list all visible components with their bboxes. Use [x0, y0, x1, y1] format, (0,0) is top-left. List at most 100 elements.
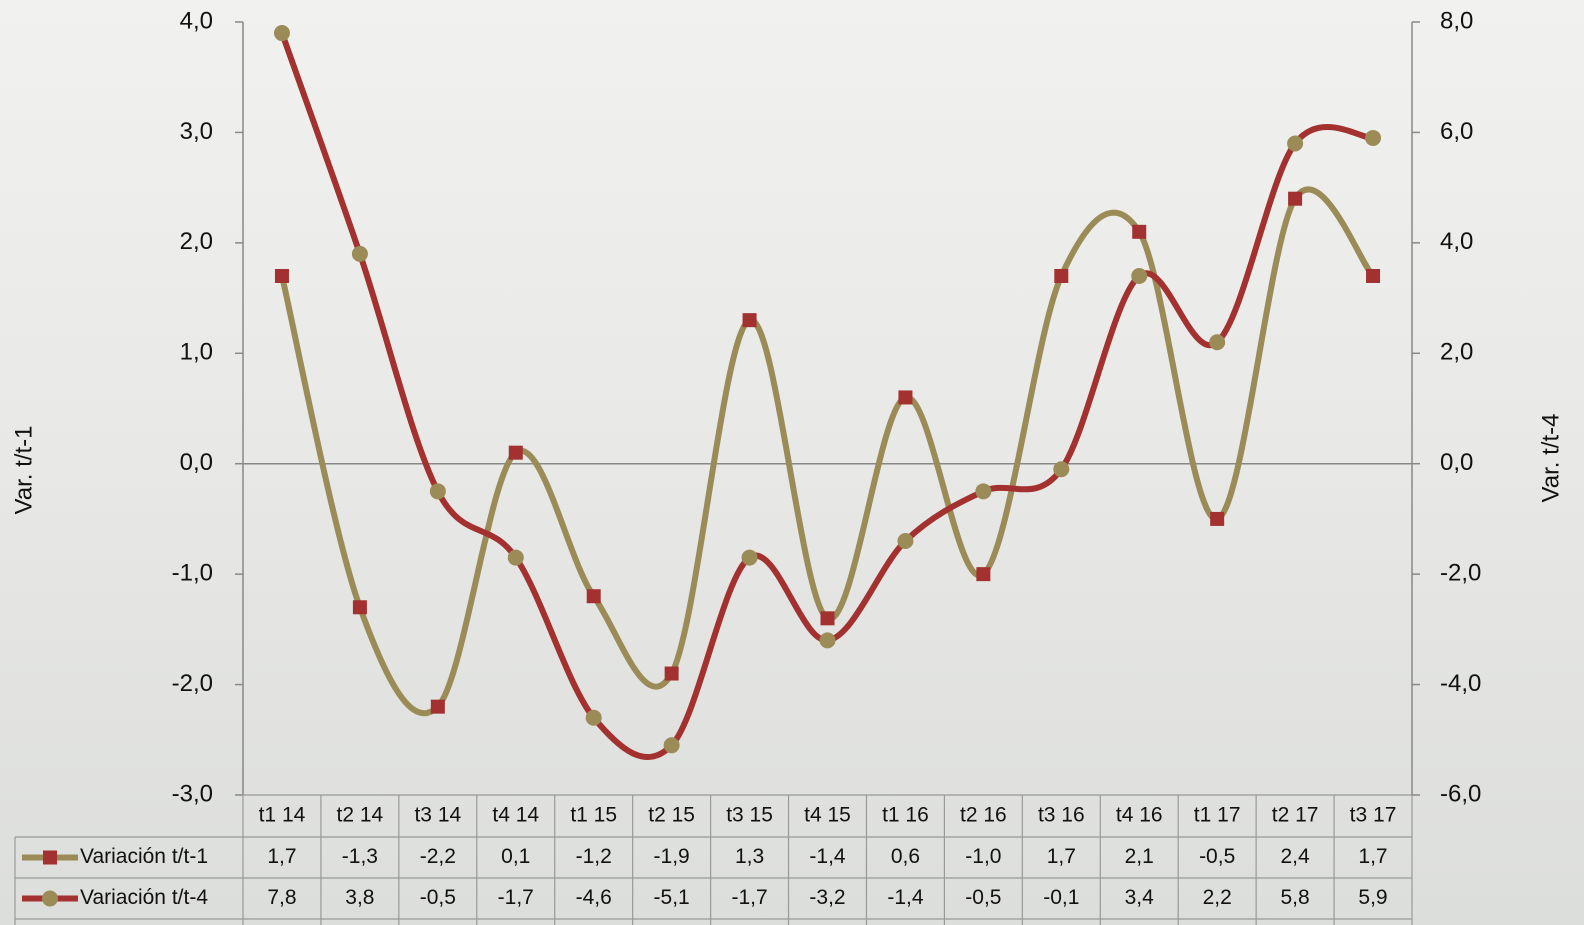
table-value: 2,1: [1125, 845, 1154, 868]
x-tick-label: t4 15: [804, 804, 851, 827]
y2-tick-label: -4,0: [1440, 670, 1481, 697]
marker: [819, 632, 836, 649]
y2-tick-label: -6,0: [1440, 780, 1481, 807]
marker: [352, 600, 367, 615]
table-value: 3,8: [345, 886, 374, 909]
marker: [1365, 129, 1382, 146]
marker: [898, 390, 913, 405]
table-value: 5,9: [1358, 886, 1387, 909]
x-tick-label: t4 14: [492, 804, 539, 827]
marker: [820, 611, 835, 626]
y2-tick-label: -2,0: [1440, 559, 1481, 586]
marker: [1053, 461, 1070, 478]
table-value: 2,4: [1280, 845, 1310, 868]
marker: [429, 483, 446, 500]
marker: [1210, 511, 1225, 526]
x-tick-label: t3 15: [726, 804, 773, 827]
table-value: 1,7: [267, 845, 296, 868]
table-value: 0,1: [501, 845, 530, 868]
table-value: -1,3: [342, 845, 378, 868]
marker: [1054, 268, 1069, 283]
y2-tick-label: 2,0: [1440, 339, 1473, 366]
y-tick-label: -2,0: [172, 670, 213, 697]
legend-marker: [42, 890, 58, 907]
x-tick-label: t2 15: [648, 804, 695, 827]
marker: [975, 483, 992, 500]
x-tick-label: t2 17: [1272, 804, 1319, 827]
series-line: [279, 32, 1374, 760]
marker: [1131, 267, 1148, 284]
y2-axis-label: Var. t/t-4: [1537, 414, 1564, 503]
table-value: 2,2: [1203, 886, 1232, 909]
marker: [585, 709, 602, 726]
x-tick-label: t1 17: [1194, 804, 1241, 827]
table-value: -1,2: [576, 845, 612, 868]
table-value: 5,8: [1280, 886, 1309, 909]
legend-label: Variación t/t-4: [80, 886, 208, 909]
table-value: -1,7: [498, 886, 534, 909]
marker: [1366, 268, 1381, 283]
y2-tick-label: 8,0: [1440, 7, 1473, 34]
y-tick-label: 4,0: [180, 7, 213, 34]
marker: [351, 245, 368, 262]
x-tick-label: t4 16: [1116, 804, 1163, 827]
table-value: -5,1: [654, 886, 690, 909]
marker: [1209, 334, 1226, 351]
y-tick-label: 0,0: [180, 449, 213, 476]
table-value: -0,5: [420, 886, 456, 909]
y-tick-label: -1,0: [172, 559, 213, 586]
table-value: -1,9: [654, 845, 690, 868]
y-tick-label: 3,0: [180, 118, 213, 145]
x-tick-label: t3 17: [1350, 804, 1397, 827]
x-tick-label: t2 16: [960, 804, 1007, 827]
table-value: -1,7: [731, 886, 767, 909]
y2-tick-label: 4,0: [1440, 228, 1473, 255]
marker: [976, 567, 991, 582]
table-value: 7,8: [267, 886, 296, 909]
table-value: 3,4: [1125, 886, 1155, 909]
y-axis-label: Var. t/t-1: [10, 426, 37, 515]
marker: [273, 25, 290, 42]
y-tick-label: 1,0: [180, 339, 213, 366]
y2-tick-label: 6,0: [1440, 118, 1473, 145]
x-tick-label: t2 14: [337, 804, 384, 827]
x-tick-label: t1 14: [259, 804, 306, 827]
table-value: -0,5: [1199, 845, 1235, 868]
table-value: -4,6: [576, 886, 612, 909]
table-value: -3,2: [809, 886, 845, 909]
legend-marker: [43, 850, 57, 865]
table-value: 1,7: [1047, 845, 1076, 868]
table-value: -1,4: [809, 845, 846, 868]
legend-label: Variación t/t-1: [80, 845, 208, 868]
y2-tick-label: 0,0: [1440, 449, 1473, 476]
marker: [663, 737, 680, 754]
table-value: 1,7: [1358, 845, 1387, 868]
marker: [430, 699, 445, 714]
x-tick-label: t3 16: [1038, 804, 1085, 827]
table-value: -1,4: [887, 886, 924, 909]
table-value: -2,2: [420, 845, 456, 868]
marker: [1287, 135, 1304, 152]
y-tick-label: 2,0: [180, 228, 213, 255]
marker: [897, 533, 914, 550]
table-value: 1,3: [735, 845, 764, 868]
x-tick-label: t1 15: [570, 804, 617, 827]
marker: [664, 666, 679, 681]
marker: [274, 268, 289, 283]
y-tick-label: -3,0: [172, 780, 213, 807]
data-table: t1 14 t2 14 t3 14 t4 14 t1 15 t2 15 t3 15 t4 15…: [14, 794, 1413, 925]
x-tick-label: t3 14: [414, 804, 461, 827]
marker: [1288, 191, 1303, 206]
marker: [741, 549, 758, 566]
table-value: 0,6: [891, 845, 920, 868]
table-value: -0,5: [965, 886, 1001, 909]
marker: [1132, 224, 1147, 239]
marker: [507, 549, 524, 566]
marker: [508, 445, 523, 460]
x-tick-label: t1 16: [882, 804, 929, 827]
marker: [586, 589, 601, 604]
table-value: -0,1: [1043, 886, 1079, 909]
marker: [742, 313, 757, 328]
table-value: -1,0: [965, 845, 1001, 868]
